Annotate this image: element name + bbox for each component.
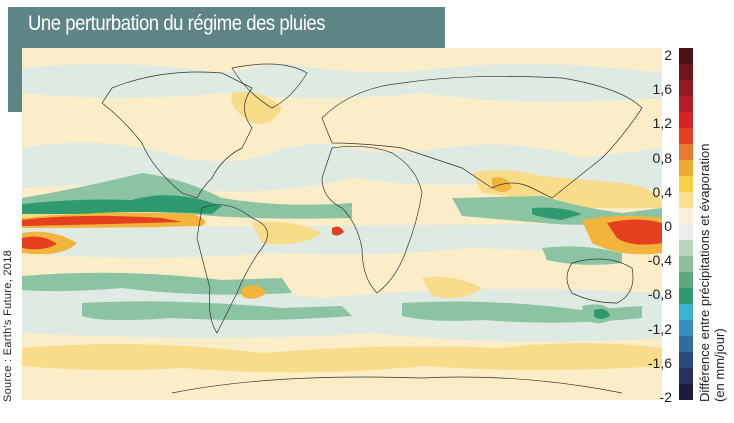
colorbar-label: Différence entre précipitations et évapo… (697, 144, 727, 402)
colorbar-swatch (679, 288, 693, 304)
colorbar-swatch (679, 224, 693, 240)
map-title: Une perturbation du régime des pluies (28, 12, 326, 35)
colorbar-tick-label: 0 (664, 218, 672, 234)
colorbar-swatch (679, 112, 693, 128)
colorbar-tick-label: -1,6 (647, 354, 672, 371)
colorbar-swatch (679, 304, 693, 320)
colorbar-swatch (679, 144, 693, 160)
colorbar-tick-label: -2 (659, 389, 672, 405)
colorbar-tick-label: 0,8 (652, 149, 672, 166)
colorbar-swatch (679, 192, 693, 208)
colorbar-swatch (679, 320, 693, 336)
colorbar-swatch (679, 160, 693, 176)
colorbar-swatch (679, 336, 693, 352)
colorbar-swatch (679, 48, 693, 64)
colorbar-tick-label: 1,2 (652, 115, 672, 132)
colorbar-swatch (679, 64, 693, 80)
coastlines (101, 63, 643, 394)
colorbar-swatch (679, 240, 693, 256)
colorbar-tick-label: -0,4 (647, 252, 672, 269)
wet-strong-areas (22, 195, 610, 319)
dry-strong-areas (22, 215, 662, 250)
world-map (22, 48, 662, 400)
antarctica-outline (171, 376, 623, 394)
colorbar-swatch (679, 352, 693, 368)
source-credit: Source : Earth's Future, 2018 (2, 249, 14, 402)
colorbar-tick-label: 2 (664, 47, 672, 63)
africa-outline (321, 146, 423, 294)
colorbar (679, 48, 693, 400)
eurasia-outline (321, 75, 643, 199)
colorbar-label-line2: (en mm/jour) (712, 328, 727, 402)
colorbar-tick-label: 1,6 (652, 81, 672, 98)
colorbar-tick-label: -1,2 (647, 320, 672, 337)
colorbar-swatch (679, 176, 693, 192)
australia-outline (566, 258, 634, 304)
south-america-outline (196, 204, 268, 334)
colorbar-swatch (679, 80, 693, 96)
colorbar-tick-label: -0,8 (647, 286, 672, 303)
colorbar-tick-label: 0,4 (652, 183, 672, 200)
colorbar-swatch (679, 368, 693, 384)
colorbar-swatch (679, 128, 693, 144)
colorbar-swatch (679, 384, 693, 400)
colorbar-swatch (679, 256, 693, 272)
colorbar-swatch (679, 96, 693, 112)
colorbar-swatch (679, 272, 693, 288)
colorbar-label-line1: Différence entre précipitations et évapo… (697, 143, 712, 402)
north-america-outline (101, 71, 253, 199)
greenland-outline (231, 63, 308, 109)
colorbar-swatch (679, 208, 693, 224)
